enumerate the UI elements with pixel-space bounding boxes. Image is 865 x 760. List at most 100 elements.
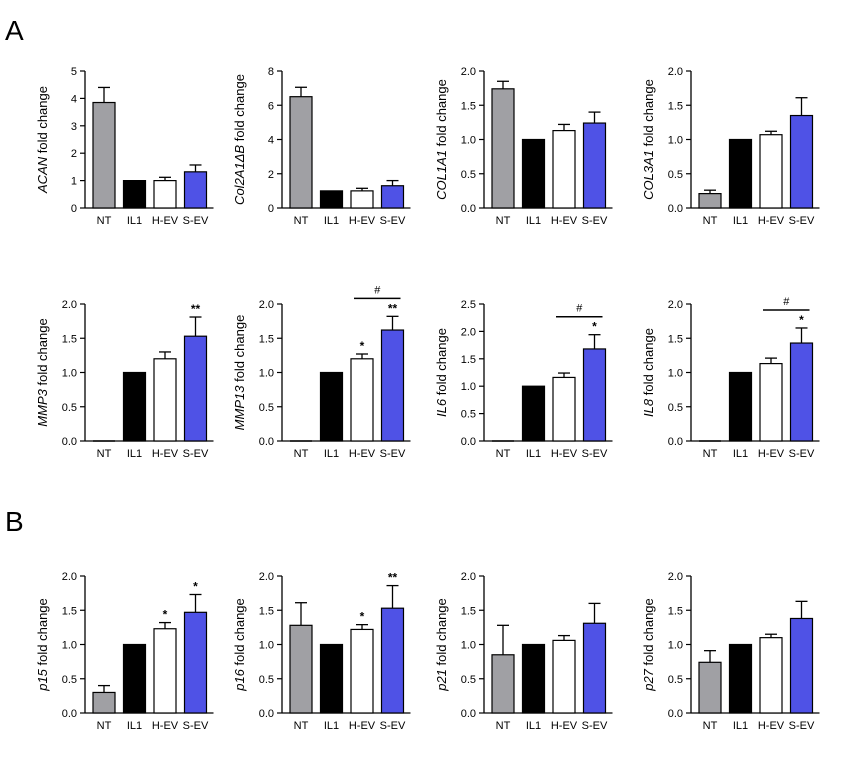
y-tick-label: 0.5 [668,402,683,414]
y-tick-label: 1.0 [259,640,274,652]
y-tick-label: 0.0 [668,436,683,448]
ylabel-suffix: fold change [35,86,50,157]
gene-name: p16 [232,668,247,691]
y-tick-label: 0 [268,203,274,215]
gene-name: p21 [434,669,449,692]
y-tick-label: 0.0 [461,436,476,448]
x-tick-label: IL1 [127,448,142,460]
y-tick-label: 1.5 [461,100,476,112]
y-tick-label: 0.0 [668,203,683,215]
y-tick-label: 0.5 [62,674,77,686]
y-tick-label: 2.0 [62,571,77,583]
chart-8: 0.0 0.5 1.0 1.5 2.0 p15 fold change NT IL1 H-EV *… [35,571,214,732]
bar-h-ev [153,628,177,714]
panel-label-b: B [5,506,24,537]
y-tick-label: 1.5 [668,333,683,345]
ylabel-suffix: fold change [232,598,247,669]
y-tick-label: 2.0 [461,326,476,338]
bar-s-ev [582,348,607,442]
ylabel-suffix: fold change [641,79,656,150]
gene-name: MMP3 [35,388,50,426]
x-tick-label: NT [703,448,718,460]
bar-il1 [521,643,546,714]
x-tick-label: S-EV [789,720,815,732]
chart-4: 0.0 0.5 1.0 1.5 2.0 MMP3 fold change NT IL1 H-EV… [35,299,214,460]
gene-name: p15 [35,668,50,691]
x-tick-label: NT [97,448,112,460]
x-tick-label: S-EV [789,215,815,227]
x-tick-label: NT [294,215,309,227]
y-axis-label: IL6 fold change [434,328,449,417]
significance-marker: * [360,339,365,353]
y-tick-label: 1 [71,176,77,188]
bar-s-ev [183,335,208,442]
x-tick-label: H-EV [152,448,179,460]
y-tick-label: 1.0 [259,368,274,380]
y-tick-label: 0.5 [668,169,683,181]
x-tick-label: S-EV [380,720,406,732]
y-tick-label: 0.5 [461,169,476,181]
y-tick-label: 1.5 [461,354,476,366]
bar-nt [491,654,515,714]
bar-h-ev [759,134,783,209]
ylabel-suffix: fold change [35,598,50,669]
y-tick-label: 0.0 [62,708,77,720]
x-tick-label: IL1 [733,720,748,732]
y-tick-label: 2.0 [668,299,683,311]
significance-marker: ** [388,571,398,585]
y-tick-label: 1.0 [668,368,683,380]
chart-3: 0.0 0.5 1.0 1.5 2.0 COL3A1 fold change NT IL1 H-… [641,66,820,227]
bar-h-ev [153,358,177,442]
y-tick-label: 0.5 [668,674,683,686]
x-tick-label: IL1 [324,448,339,460]
chart-11: 0.0 0.5 1.0 1.5 2.0 p27 fold change NT IL1 H-EV S… [641,571,820,732]
x-tick-label: S-EV [582,720,608,732]
y-tick-label: 1.0 [668,135,683,147]
y-tick-label: 1.0 [62,368,77,380]
gene-name: Col2A1ΔB [232,145,247,205]
bar-nt [698,661,722,714]
bar-nt [289,624,313,714]
ylabel-suffix: fold change [434,598,449,669]
chart-6: 0.0 0.5 1.0 1.5 2.0 2.5 IL6 fold change NT IL1 H-… [434,299,613,460]
bar-s-ev [582,622,607,714]
x-tick-label: IL1 [127,215,142,227]
bar-h-ev [153,180,177,209]
gene-name: MMP13 [232,385,247,431]
x-tick-label: H-EV [758,215,785,227]
chart-5: 0.0 0.5 1.0 1.5 2.0 MMP13 fold change NT IL1 H-E… [232,284,411,460]
chart-2: 0.0 0.5 1.0 1.5 2.0 COL1A1 fold change NT IL1 H-… [434,66,613,227]
x-tick-label: NT [97,215,112,227]
ylabel-suffix: fold change [641,328,656,399]
chart-10: 0.0 0.5 1.0 1.5 2.0 p21 fold change NT IL1 H-EV S… [434,571,613,732]
y-tick-label: 2.0 [668,66,683,78]
significance-marker: * [193,579,198,593]
x-tick-label: IL1 [526,448,541,460]
y-tick-label: 0.0 [461,708,476,720]
y-tick-label: 0 [71,203,77,215]
y-tick-label: 1.5 [461,605,476,617]
significance-marker: ** [388,301,398,315]
y-tick-label: 1.5 [259,605,274,617]
x-tick-label: H-EV [152,720,179,732]
x-tick-label: IL1 [526,215,541,227]
x-tick-label: H-EV [349,215,376,227]
y-tick-label: 0.5 [259,674,274,686]
bar-il1 [728,643,753,714]
y-tick-label: 2.0 [259,571,274,583]
y-tick-label: 0.0 [62,436,77,448]
x-tick-label: IL1 [324,720,339,732]
y-axis-label: COL1A1 fold change [434,79,449,200]
x-tick-label: H-EV [758,720,785,732]
x-tick-label: NT [496,720,511,732]
significance-marker: * [799,313,804,327]
y-tick-label: 1.0 [62,640,77,652]
ylabel-suffix: fold change [232,315,247,386]
bar-il1 [728,138,753,209]
y-tick-label: 2 [268,169,274,181]
x-tick-label: H-EV [152,215,179,227]
bar-il1 [728,371,753,442]
bar-s-ev [183,171,208,209]
bar-nt [92,101,116,209]
gene-name: COL1A1 [434,150,449,200]
